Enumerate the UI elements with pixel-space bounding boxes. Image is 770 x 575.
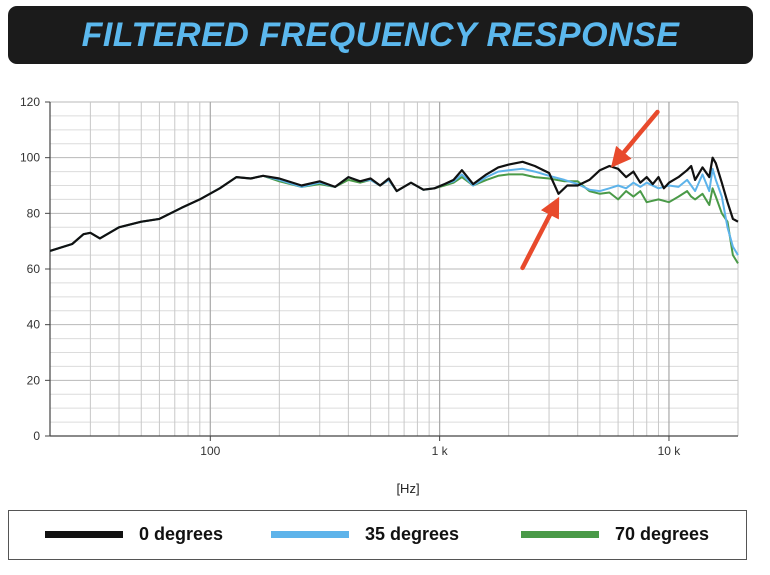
- y-tick-label: 100: [20, 151, 40, 165]
- annotation-arrow-peak: [610, 109, 660, 168]
- x-tick-label: 100: [200, 444, 220, 458]
- frequency-response-chart: 0 20 40 60 80 100 120 100 1 k 10 k [Hz]: [20, 95, 739, 496]
- y-tick-label: 120: [20, 95, 40, 109]
- y-tick-label: 20: [27, 373, 41, 387]
- legend-item-70-degrees: 70 degrees: [521, 511, 709, 558]
- y-tick-label: 60: [27, 262, 41, 276]
- legend-label-0-degrees: 0 degrees: [139, 524, 224, 544]
- legend-item-35-degrees: 35 degrees: [271, 511, 459, 558]
- legend-label-70-degrees: 70 degrees: [615, 524, 710, 544]
- legend-swatch-35-degrees: [271, 531, 349, 538]
- x-axis-label: [Hz]: [396, 481, 419, 496]
- x-tick-label: 10 k: [658, 444, 682, 458]
- series-line-0-degrees: [49, 156, 739, 252]
- legend-item-0-degrees: 0 degrees: [45, 511, 223, 558]
- legend: 0 degrees 35 degrees 70 degrees: [8, 510, 747, 560]
- chart-title: FILTERED FREQUENCY RESPONSE: [81, 15, 680, 54]
- grid-lines: [49, 101, 739, 437]
- y-tick-label: 0: [33, 429, 40, 443]
- series-lines: [49, 156, 739, 264]
- annotations: [520, 109, 660, 271]
- y-tick-label: 80: [27, 206, 41, 220]
- annotation-arrow-dip: [520, 196, 560, 271]
- x-tick-label: 1 k: [432, 444, 449, 458]
- legend-swatch-0-degrees: [45, 531, 123, 538]
- title-banner: FILTERED FREQUENCY RESPONSE: [8, 6, 753, 64]
- legend-label-35-degrees: 35 degrees: [365, 524, 460, 544]
- legend-swatch-70-degrees: [521, 531, 599, 538]
- y-tick-label: 40: [27, 318, 41, 332]
- axes: 0 20 40 60 80 100 120 100 1 k 10 k [Hz]: [20, 95, 738, 496]
- series-line-35-degrees: [49, 167, 739, 256]
